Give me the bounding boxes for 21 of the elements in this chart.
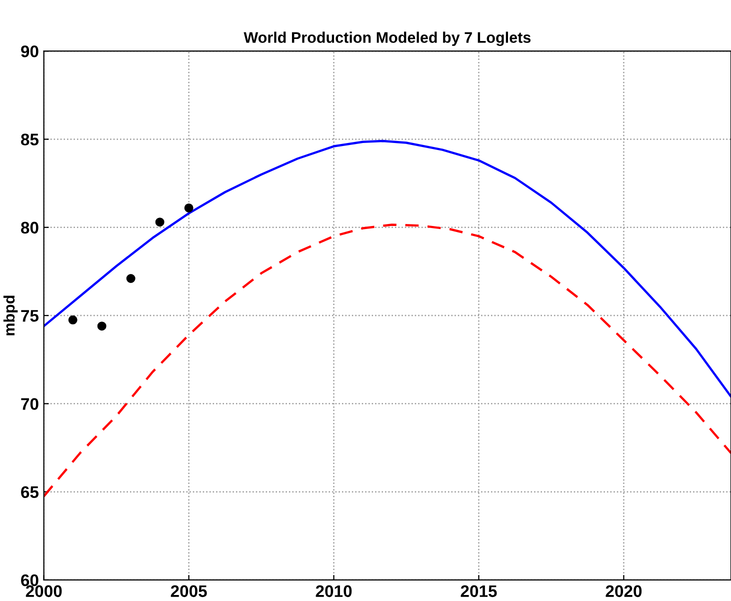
y-tick-label: 85: [20, 134, 39, 146]
y-tick-label: 70: [21, 398, 38, 410]
point: [155, 218, 164, 227]
y-tick-label: 60: [21, 574, 38, 586]
point: [184, 203, 194, 212]
y-tick-label: 90: [21, 45, 38, 58]
y-tick-label: 75: [21, 310, 39, 322]
point: [68, 315, 78, 324]
chart-title: World Production Modeled by 7 Loglets: [244, 32, 531, 46]
y-tick-label: 65: [21, 486, 39, 498]
x-tick-label: 2000: [26, 585, 62, 598]
x-tick-label: 2010: [316, 585, 352, 598]
x-tick-label: 2005: [170, 585, 207, 598]
y-tick-label: 80: [20, 222, 38, 234]
point: [97, 322, 106, 331]
x-tick-label: 2020: [606, 585, 642, 598]
y-axis-title: mbpd: [3, 296, 18, 336]
point: [126, 274, 136, 283]
line-series: [44, 140, 731, 398]
x-tick-label: 2015: [460, 585, 497, 598]
line-series: [44, 224, 731, 498]
